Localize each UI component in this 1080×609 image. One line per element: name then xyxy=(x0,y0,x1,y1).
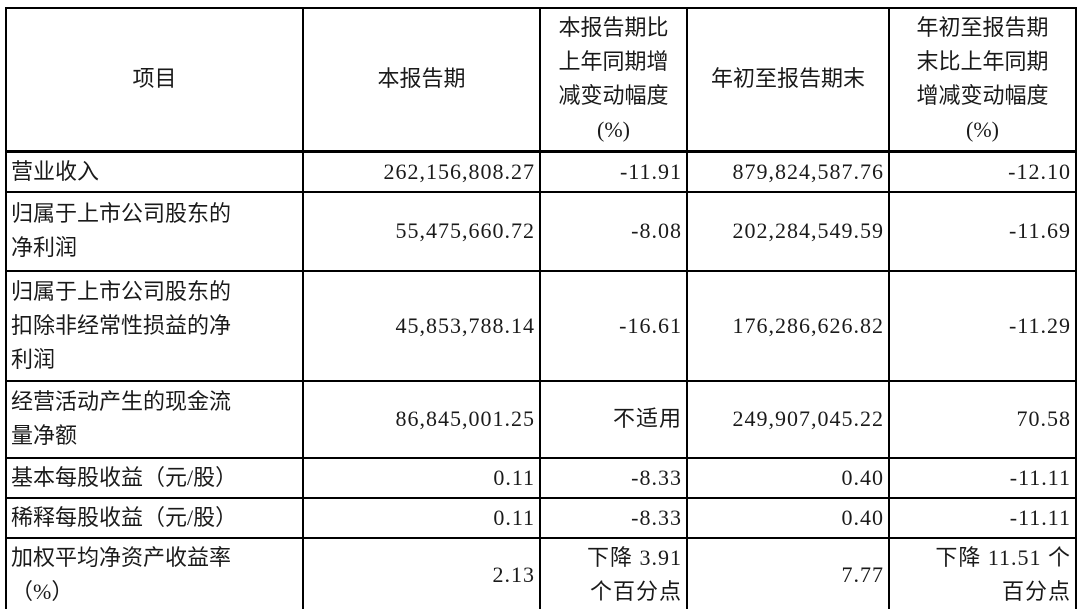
value-cell: 879,824,587.76 xyxy=(686,150,890,193)
table-row-operating-cash-flow: 经营活动产生的现金流 量净额 86,845,001.25 不适用 249,907… xyxy=(5,379,1077,459)
value-cell: -8.08 xyxy=(539,190,688,272)
table-row-basic-eps: 基本每股收益（元/股） 0.11 -8.33 0.40 -11.11 xyxy=(5,456,1077,499)
item-cell: 基本每股收益（元/股） xyxy=(5,456,304,499)
value-cell: -12.10 xyxy=(888,150,1077,193)
value-cell: 7.77 xyxy=(686,536,890,609)
value-cell: -11.69 xyxy=(888,190,1077,272)
value-cell: 0.11 xyxy=(302,496,541,539)
value-cell: -8.33 xyxy=(539,496,688,539)
value-cell: -16.61 xyxy=(539,269,688,382)
value-cell: 不适用 xyxy=(539,379,688,459)
value-cell: 176,286,626.82 xyxy=(686,269,890,382)
value-cell: -11.91 xyxy=(539,150,688,193)
table-body: 营业收入 262,156,808.27 -11.91 879,824,587.7… xyxy=(5,150,1077,609)
value-cell: 0.11 xyxy=(302,456,541,499)
header-row: 项目 本报告期 本报告期比 上年同期增 减变动幅度 (%) 年初至报告期末 年初… xyxy=(5,7,1077,153)
table-row-diluted-eps: 稀释每股收益（元/股） 0.11 -8.33 0.40 -11.11 xyxy=(5,496,1077,539)
col-header-ytd: 年初至报告期末 xyxy=(686,7,890,153)
value-cell: 0.40 xyxy=(686,496,890,539)
col-header-current-period: 本报告期 xyxy=(302,7,541,153)
value-cell: -11.11 xyxy=(888,496,1077,539)
value-cell: -11.29 xyxy=(888,269,1077,382)
value-cell: 202,284,549.59 xyxy=(686,190,890,272)
col-header-ytd-change: 年初至报告期 末比上年同期 增减变动幅度 (%) xyxy=(888,7,1077,153)
table-row-weighted-avg-roe: 加权平均净资产收益率 （%） 2.13 下降 3.91 个百分点 7.77 下降… xyxy=(5,536,1077,609)
value-cell: 下降 11.51 个 百分点 xyxy=(888,536,1077,609)
financial-indicators-table: 项目 本报告期 本报告期比 上年同期增 减变动幅度 (%) 年初至报告期末 年初… xyxy=(5,7,1077,609)
col-header-item: 项目 xyxy=(5,7,304,153)
table-row-net-profit-deducted: 归属于上市公司股东的 扣除非经常性损益的净 利润 45,853,788.14 -… xyxy=(5,269,1077,382)
value-cell: 45,853,788.14 xyxy=(302,269,541,382)
value-cell: 0.40 xyxy=(686,456,890,499)
value-cell: 86,845,001.25 xyxy=(302,379,541,459)
value-cell: 262,156,808.27 xyxy=(302,150,541,193)
value-cell: 249,907,045.22 xyxy=(686,379,890,459)
value-cell: -8.33 xyxy=(539,456,688,499)
item-cell: 营业收入 xyxy=(5,150,304,193)
item-cell: 稀释每股收益（元/股） xyxy=(5,496,304,539)
item-cell: 经营活动产生的现金流 量净额 xyxy=(5,379,304,459)
value-cell: 70.58 xyxy=(888,379,1077,459)
value-cell: 2.13 xyxy=(302,536,541,609)
item-cell: 归属于上市公司股东的 净利润 xyxy=(5,190,304,272)
value-cell: 下降 3.91 个百分点 xyxy=(539,536,688,609)
item-cell: 归属于上市公司股东的 扣除非经常性损益的净 利润 xyxy=(5,269,304,382)
value-cell: 55,475,660.72 xyxy=(302,190,541,272)
table-row-revenue: 营业收入 262,156,808.27 -11.91 879,824,587.7… xyxy=(5,150,1077,193)
table-row-net-profit: 归属于上市公司股东的 净利润 55,475,660.72 -8.08 202,2… xyxy=(5,190,1077,272)
col-header-current-change: 本报告期比 上年同期增 减变动幅度 (%) xyxy=(539,7,688,153)
item-cell: 加权平均净资产收益率 （%） xyxy=(5,536,304,609)
table-header: 项目 本报告期 本报告期比 上年同期增 减变动幅度 (%) 年初至报告期末 年初… xyxy=(5,7,1077,153)
value-cell: -11.11 xyxy=(888,456,1077,499)
